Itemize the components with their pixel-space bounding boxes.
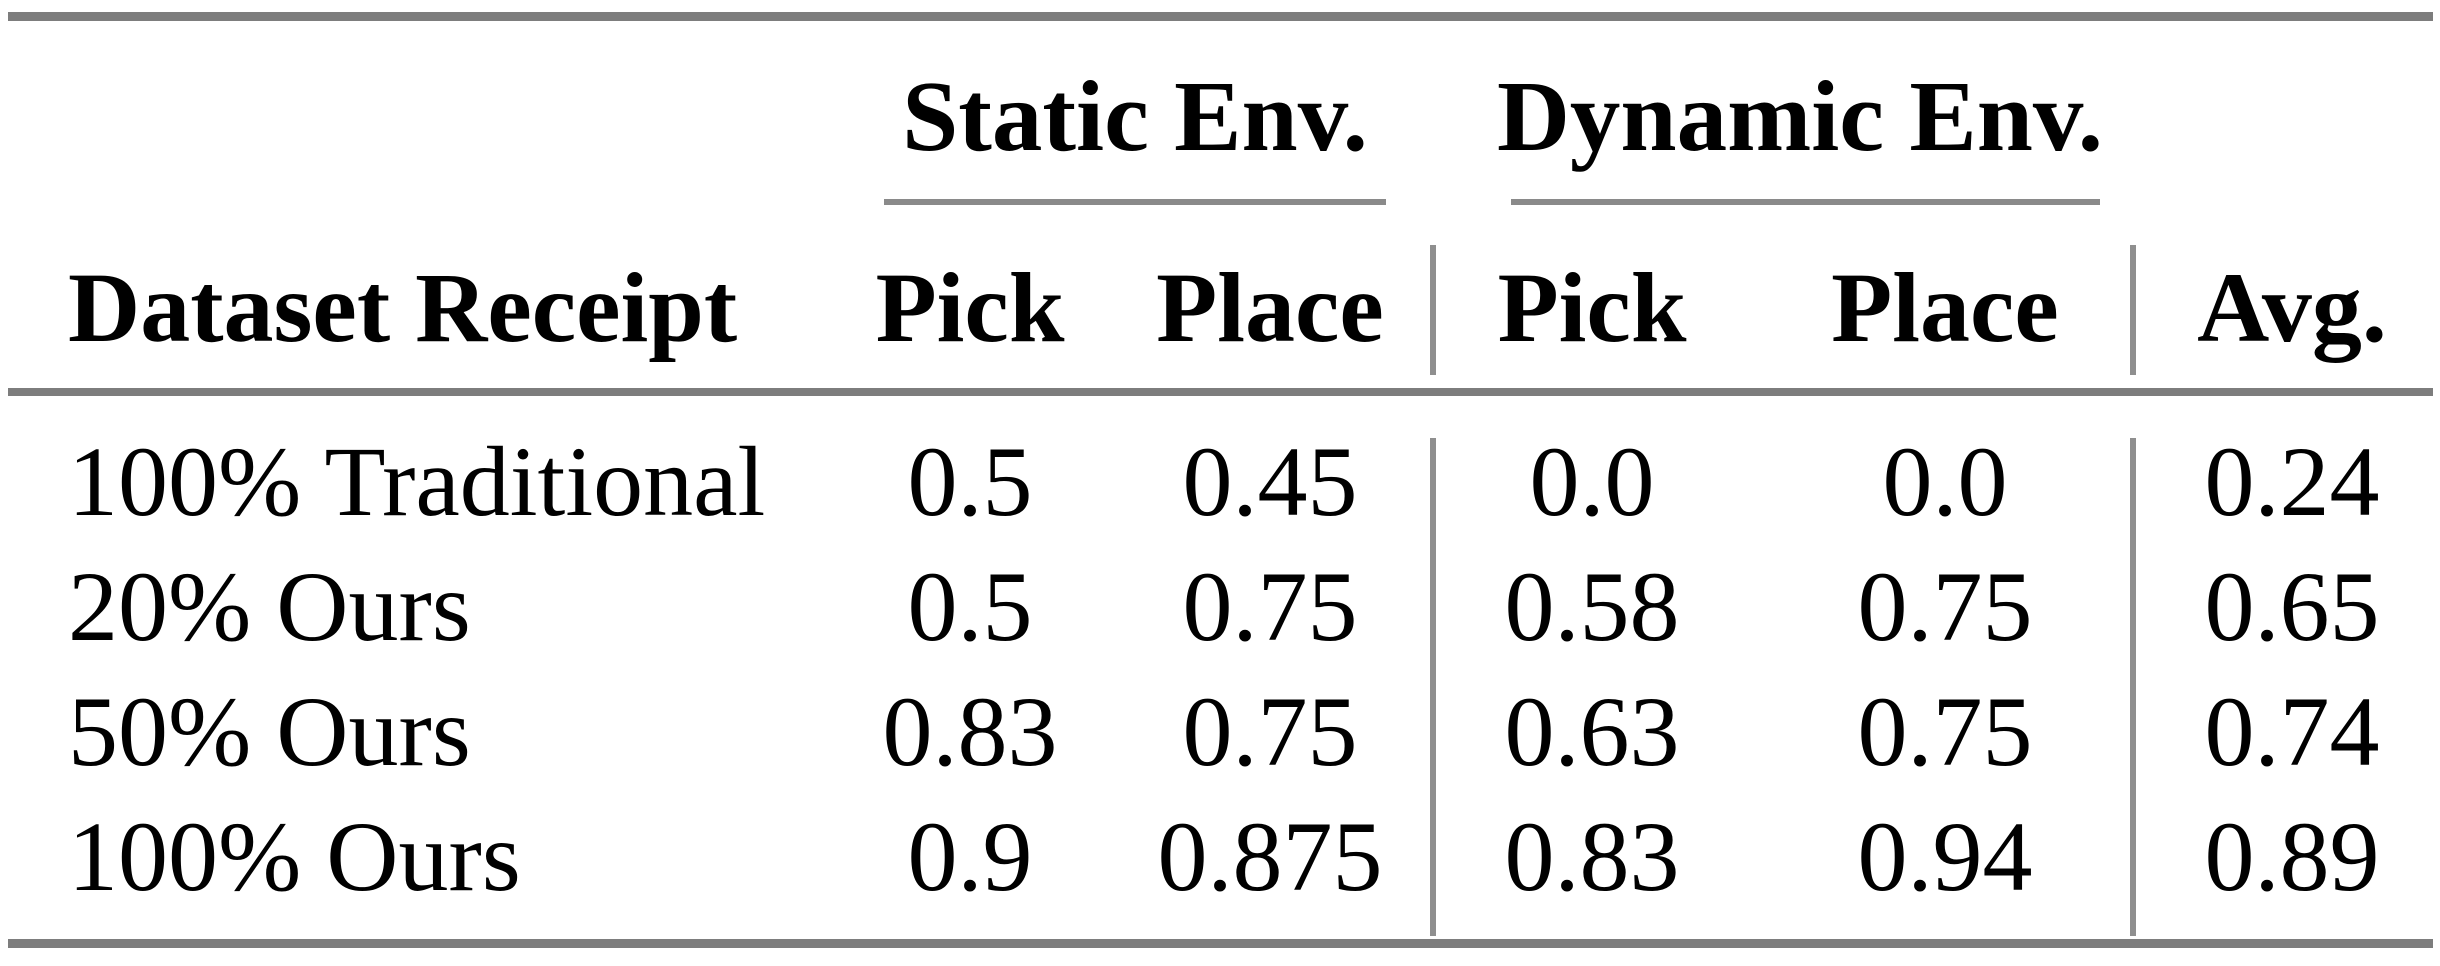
cell-value: 0.89 (2204, 800, 2380, 912)
row-label: 50% Ours (68, 675, 471, 787)
column-separator (2130, 245, 2136, 375)
column-separator (1430, 245, 1436, 375)
cell-value: 0.75 (1182, 550, 1358, 662)
static-env-cmidrule (884, 199, 1386, 205)
cell-value: 0.83 (882, 675, 1058, 787)
dynamic-env-cmidrule (1511, 199, 2100, 205)
cell-value: 0.9 (907, 800, 1033, 912)
cell-value: 0.5 (907, 550, 1033, 662)
bottom-rule (8, 939, 2433, 948)
table-row: 50% Ours 0.83 0.75 0.63 0.75 0.74 (0, 670, 2440, 793)
column-separator (1430, 438, 1436, 936)
column-header-dataset-receipt: Dataset Receipt (68, 251, 738, 363)
cell-value: 0.0 (1529, 425, 1655, 537)
cell-value: 0.75 (1182, 675, 1358, 787)
cell-value: 0.74 (2204, 675, 2380, 787)
cell-value: 0.63 (1504, 675, 1680, 787)
column-header-static-place: Place (1156, 251, 1384, 363)
top-rule (8, 12, 2433, 21)
cell-value: 0.75 (1857, 675, 2033, 787)
row-label: 100% Ours (68, 800, 521, 912)
column-header-avg: Avg. (2197, 251, 2387, 363)
cell-value: 0.5 (907, 425, 1033, 537)
row-label: 100% Traditional (68, 425, 766, 537)
table-row: 100% Ours 0.9 0.875 0.83 0.94 0.89 (0, 795, 2440, 918)
cell-value: 0.83 (1504, 800, 1680, 912)
cell-value: 0.875 (1157, 800, 1383, 912)
cell-value: 0.94 (1857, 800, 2033, 912)
mid-rule (8, 388, 2433, 396)
cell-value: 0.24 (2204, 425, 2380, 537)
dynamic-env-group-header: Dynamic Env. (1496, 60, 2104, 172)
table-row: 100% Traditional 0.5 0.45 0.0 0.0 0.24 (0, 420, 2440, 543)
column-separator (2130, 438, 2136, 936)
column-header-static-pick: Pick (875, 251, 1065, 363)
cell-value: 0.0 (1882, 425, 2008, 537)
cell-value: 0.75 (1857, 550, 2033, 662)
static-env-group-header: Static Env. (902, 60, 1368, 172)
cell-value: 0.65 (2204, 550, 2380, 662)
column-header-row: Dataset Receipt Pick Place Pick Place Av… (0, 240, 2440, 375)
cell-value: 0.45 (1182, 425, 1358, 537)
cell-value: 0.58 (1504, 550, 1680, 662)
column-header-dynamic-pick: Pick (1497, 251, 1687, 363)
row-label: 20% Ours (68, 550, 471, 662)
table-row: 20% Ours 0.5 0.75 0.58 0.75 0.65 (0, 545, 2440, 668)
column-header-dynamic-place: Place (1831, 251, 2059, 363)
